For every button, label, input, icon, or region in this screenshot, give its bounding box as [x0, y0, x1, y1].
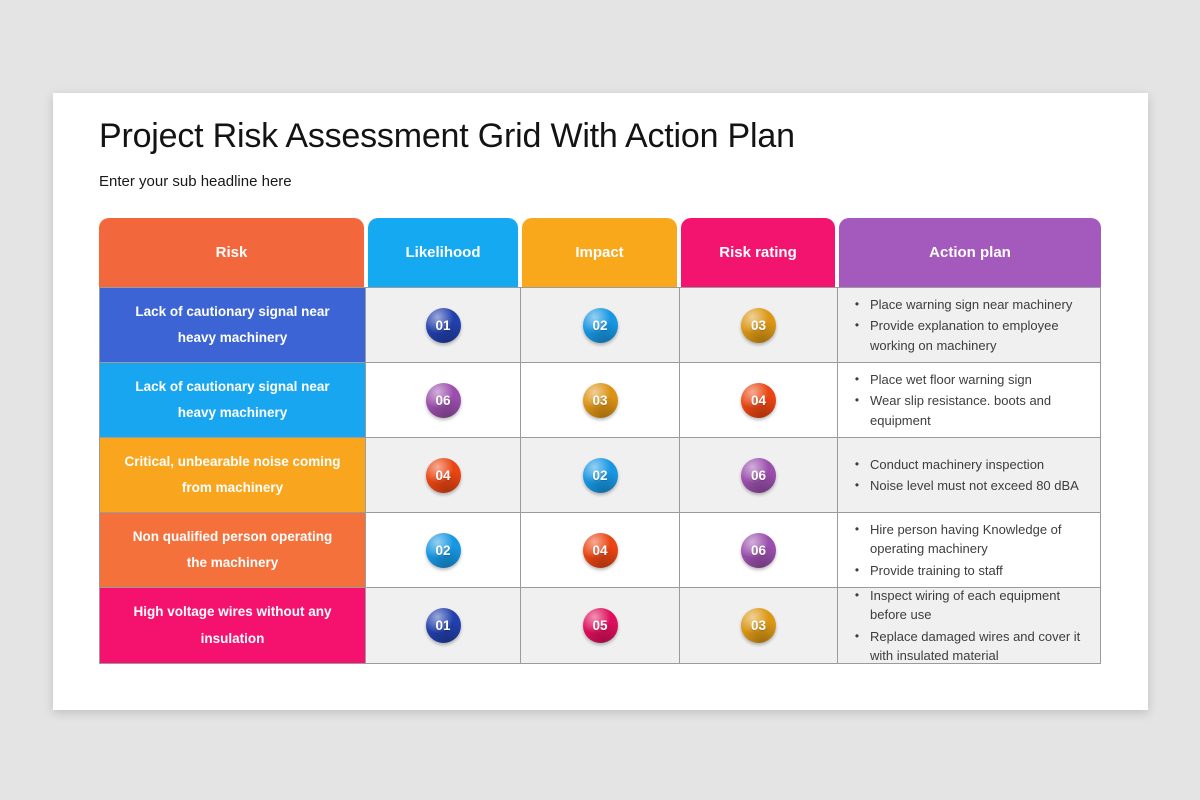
risk-label-cell: High voltage wires without any insulatio…: [100, 588, 366, 663]
risk-rating-badge: 06: [741, 532, 776, 568]
column-header-action-plan: Action plan: [839, 218, 1101, 287]
action-plan-item: • Place wet floor warning sign: [844, 370, 1092, 390]
table-row: Lack of cautionary signal near heavy mac…: [100, 363, 1100, 438]
action-plan-text: Conduct machinery inspection: [870, 456, 1045, 472]
bullet-icon: •: [854, 393, 860, 408]
column-header-impact: Impact: [522, 218, 677, 287]
bullet-icon: •: [854, 628, 860, 643]
action-plan-cell: • Inspect wiring of each equipment before…: [838, 588, 1100, 663]
action-plan-item: • Conduct machinery inspection: [844, 455, 1092, 475]
action-plan-item: • Place warning sign near machinery: [844, 295, 1092, 315]
table-row: High voltage wires without any insulatio…: [100, 588, 1100, 663]
bullet-icon: •: [854, 587, 860, 602]
action-plan-cell: • Hire person having Knowledge of operati…: [838, 513, 1100, 588]
risk-label-text: Lack of cautionary signal near heavy mac…: [135, 378, 330, 420]
bullet-icon: •: [854, 562, 860, 577]
risk-rating-badge: 03: [741, 307, 776, 343]
risk-rating-cell: 06: [680, 438, 838, 513]
page-title: Project Risk Assessment Grid With Action…: [99, 117, 795, 155]
action-plan-list: • Conduct machinery inspection • Noise leve…: [838, 449, 1100, 502]
risk-rating-cell: 06: [680, 513, 838, 588]
risk-rating-badge: 04: [741, 382, 776, 418]
action-plan-text: Replace damaged wires and cover it with …: [870, 628, 1081, 664]
likelihood-cell: 01: [366, 288, 521, 363]
bullet-icon: •: [854, 371, 860, 386]
action-plan-text: Hire person having Knowledge of operatin…: [870, 521, 1062, 557]
bullet-icon: •: [854, 456, 860, 471]
action-plan-text: Provide explanation to employee working …: [870, 318, 1059, 353]
action-plan-item: • Replace damaged wires and cover it with…: [844, 627, 1092, 666]
action-plan-text: Inspect wiring of each equipment before …: [870, 587, 1061, 623]
likelihood-badge: 02: [425, 532, 461, 568]
action-plan-text: Noise level must not exceed 80 dBA: [870, 478, 1079, 493]
impact-badge: 02: [582, 307, 618, 343]
action-plan-item: • Noise level must not exceed 80 dBA: [844, 476, 1092, 496]
bullet-icon: •: [854, 478, 860, 492]
risk-label-text: Critical, unbearable noise coming from m…: [124, 453, 341, 495]
impact-cell: 04: [521, 513, 680, 588]
action-plan-list: • Place warning sign near machinery • Provi…: [838, 289, 1100, 362]
action-plan-text: Wear slip resistance. boots and equipmen…: [870, 393, 1052, 428]
action-plan-text: Place wet floor warning sign: [870, 371, 1032, 387]
risk-rating-badge: 03: [741, 608, 776, 643]
table-row: Non qualified person operating the machi…: [100, 513, 1100, 588]
likelihood-badge: 01: [425, 608, 461, 643]
risk-label-text: Non qualified person operating the machi…: [132, 528, 333, 570]
action-plan-cell: • Conduct machinery inspection • Noise leve…: [838, 438, 1100, 513]
likelihood-cell: 01: [366, 588, 521, 663]
risk-label-cell: Non qualified person operating the machi…: [100, 513, 366, 588]
risk-rating-badge: 06: [741, 457, 776, 493]
action-plan-item: • Wear slip resistance. boots and equipme…: [844, 391, 1092, 430]
likelihood-cell: 04: [366, 438, 521, 513]
impact-badge: 05: [582, 608, 618, 643]
table-row: Lack of cautionary signal near heavy mac…: [100, 288, 1100, 363]
bullet-icon: •: [854, 318, 860, 333]
column-header-likelihood: Likelihood: [368, 218, 518, 287]
impact-cell: 02: [521, 438, 680, 513]
risk-rating-cell: 03: [680, 288, 838, 363]
action-plan-item: • Provide training to staff: [844, 561, 1092, 581]
bullet-icon: •: [854, 521, 860, 536]
impact-badge: 04: [582, 532, 618, 568]
risk-label-text: Lack of cautionary signal near heavy mac…: [135, 303, 330, 345]
action-plan-cell: • Place wet floor warning sign • Wear slip …: [838, 363, 1100, 438]
risk-label-cell: Lack of cautionary signal near heavy mac…: [100, 363, 366, 438]
impact-cell: 02: [521, 288, 680, 363]
impact-cell: 03: [521, 363, 680, 438]
action-plan-item: • Inspect wiring of each equipment before…: [844, 586, 1092, 625]
action-plan-item: • Hire person having Knowledge of operati…: [844, 520, 1092, 559]
likelihood-badge: 06: [425, 382, 461, 418]
action-plan-text: Provide training to staff: [870, 562, 1003, 578]
risk-assessment-table: Risk Likelihood Impact Risk rating Action pl…: [99, 218, 1101, 664]
table-row: Critical, unbearable noise coming from m…: [100, 438, 1100, 513]
action-plan-list: • Hire person having Knowledge of operati…: [838, 514, 1100, 587]
slide-card: Project Risk Assessment Grid With Action…: [53, 93, 1148, 710]
impact-cell: 05: [521, 588, 680, 663]
page-subtitle: Enter your sub headline here: [99, 173, 292, 190]
bullet-icon: •: [854, 296, 860, 311]
risk-label-text: High voltage wires without any insulatio…: [133, 604, 332, 646]
action-plan-list: • Inspect wiring of each equipment before…: [838, 580, 1100, 672]
risk-label-cell: Critical, unbearable noise coming from m…: [100, 438, 366, 513]
risk-rating-cell: 03: [680, 588, 838, 663]
risk-rating-cell: 04: [680, 363, 838, 438]
impact-badge: 02: [582, 457, 618, 493]
column-header-risk-rating: Risk rating: [681, 218, 835, 287]
likelihood-cell: 06: [366, 363, 521, 438]
action-plan-text: Place warning sign near machinery: [870, 296, 1073, 312]
action-plan-list: • Place wet floor warning sign • Wear slip …: [838, 364, 1100, 437]
risk-label-cell: Lack of cautionary signal near heavy mac…: [100, 288, 366, 363]
table-body: Lack of cautionary signal near heavy mac…: [99, 287, 1101, 664]
action-plan-cell: • Place warning sign near machinery • Provi…: [838, 288, 1100, 363]
impact-badge: 03: [582, 382, 618, 418]
column-header-risk: Risk: [99, 218, 364, 287]
likelihood-badge: 01: [425, 307, 461, 343]
likelihood-badge: 04: [425, 457, 461, 493]
likelihood-cell: 02: [366, 513, 521, 588]
table-header-row: Risk Likelihood Impact Risk rating Action pl…: [99, 218, 1101, 287]
action-plan-item: • Provide explanation to employee working…: [844, 316, 1092, 355]
